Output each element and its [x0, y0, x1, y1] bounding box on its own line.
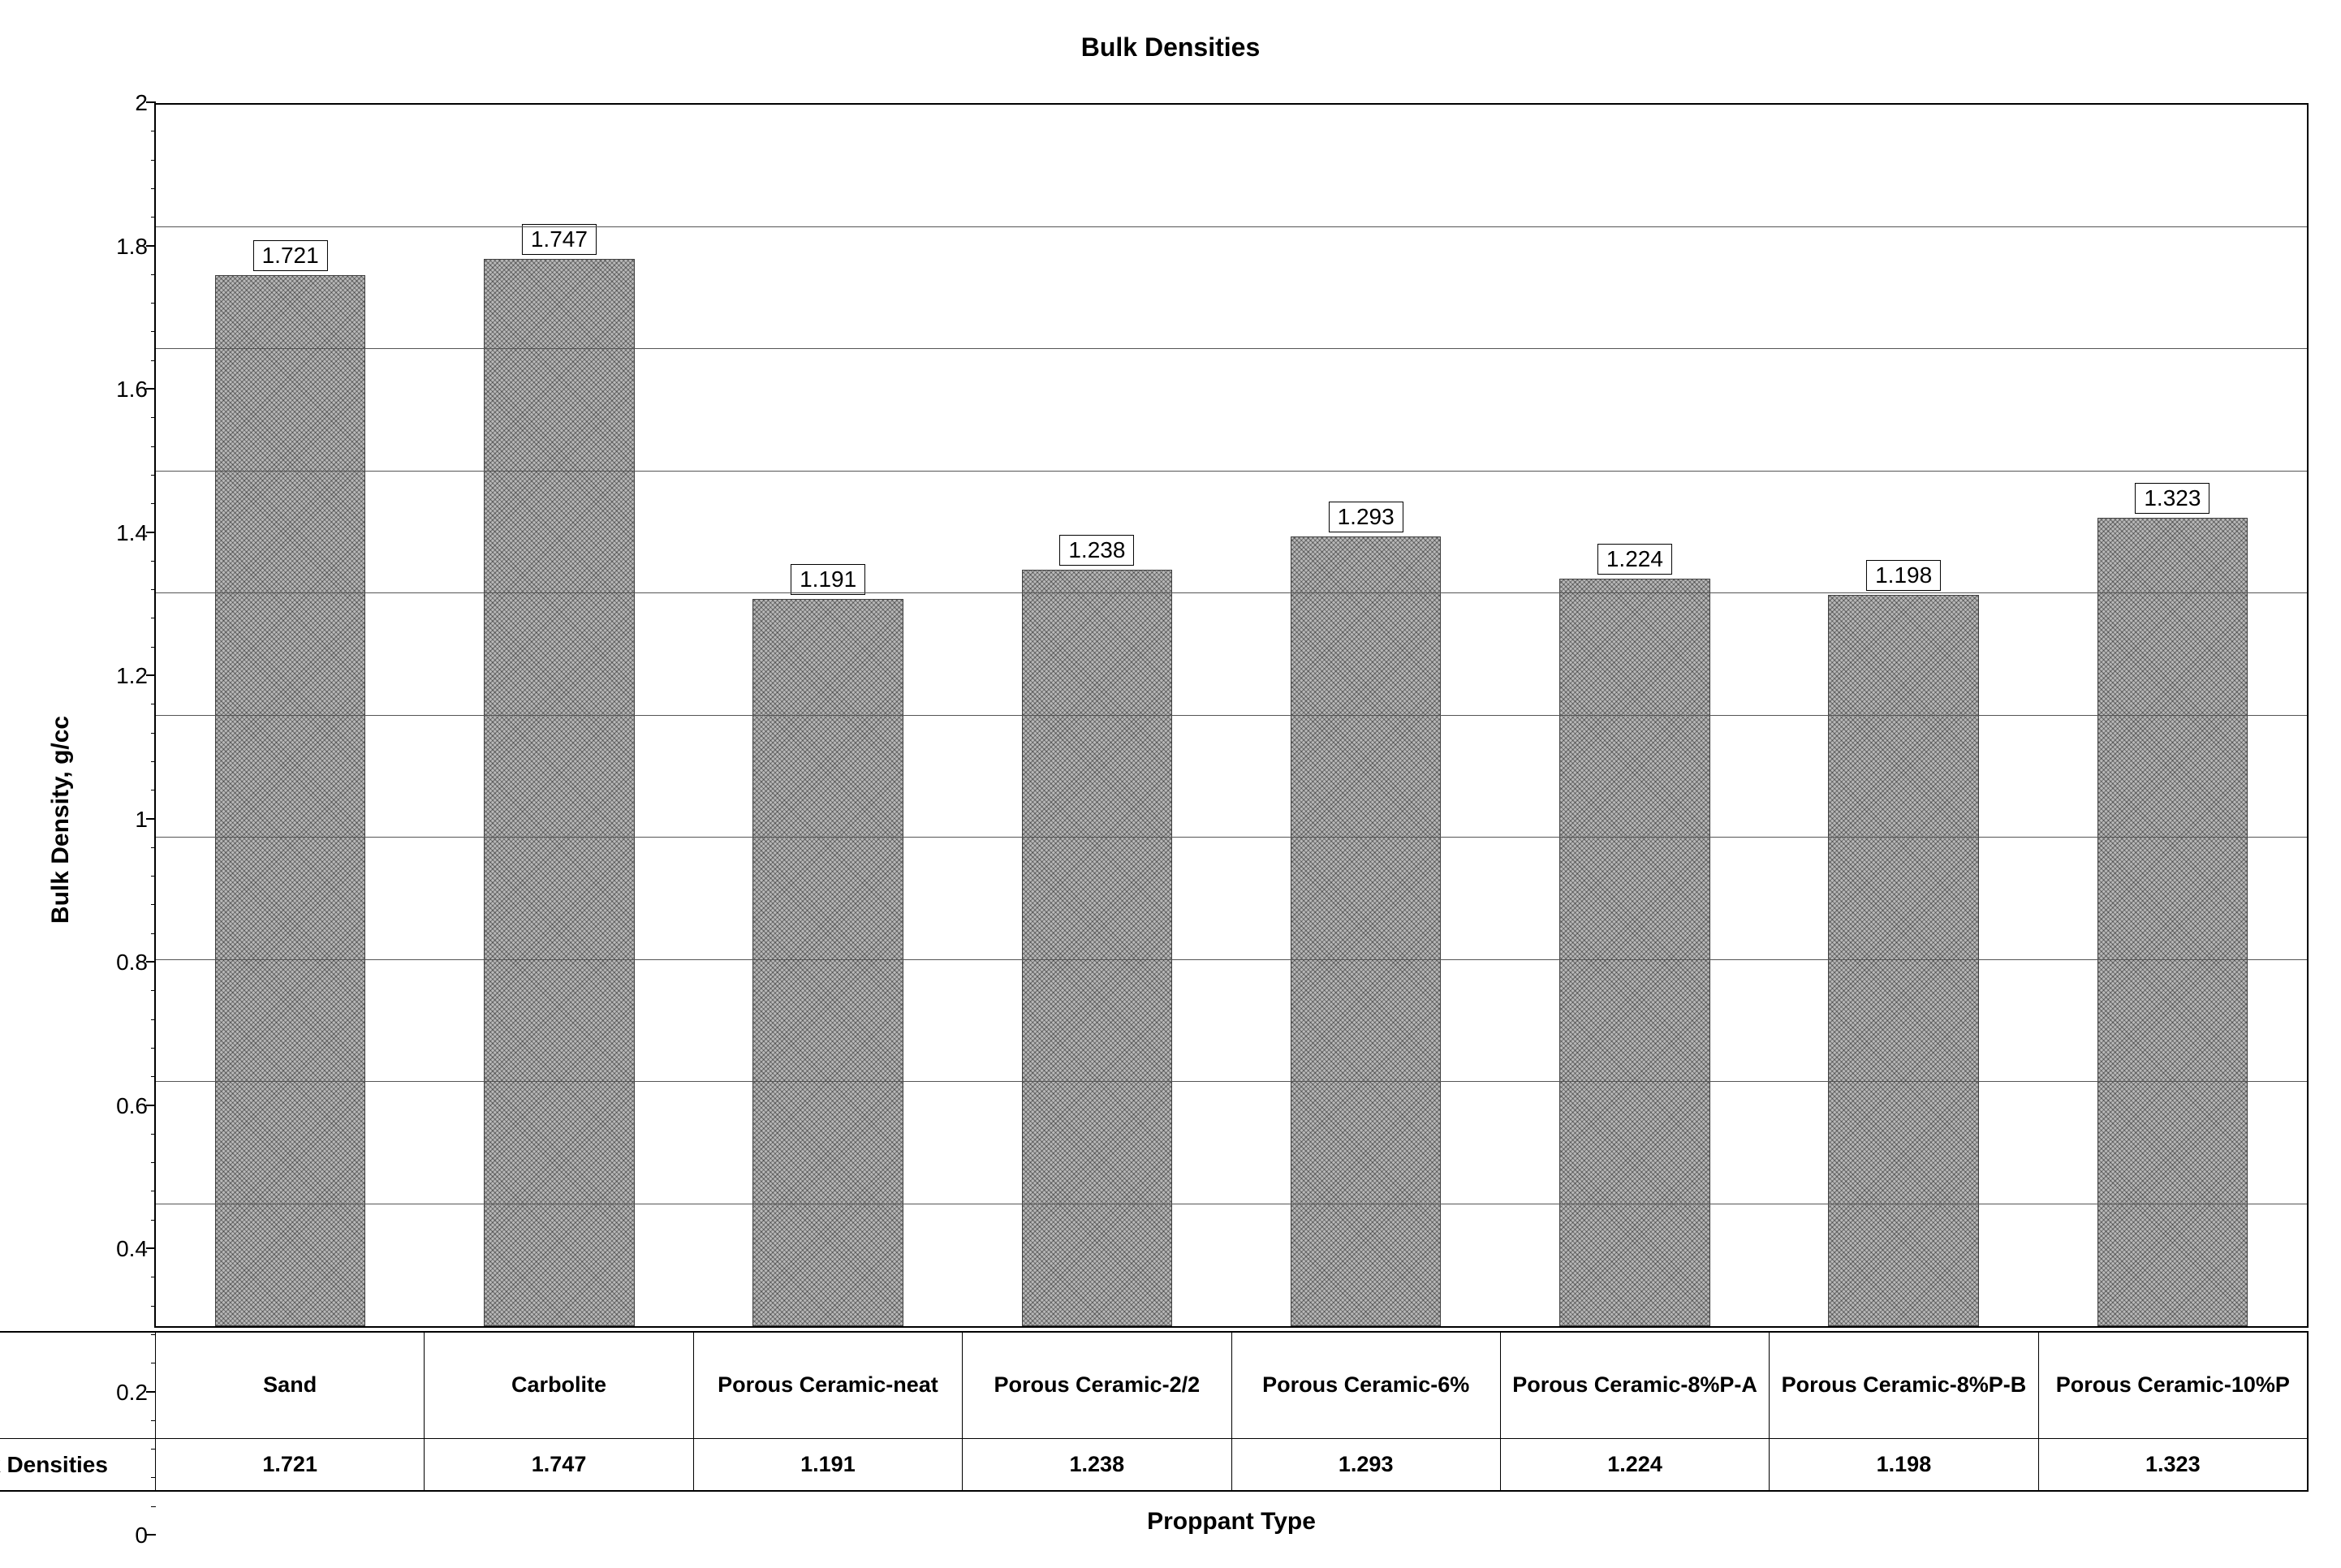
gridline: [156, 959, 2307, 960]
bar-cell: 1.721: [156, 105, 425, 1326]
value-cell: 1.323: [2038, 1438, 2307, 1490]
chart-container: Bulk Densities Bulk Density, g/cc 00.20.…: [32, 32, 2309, 1536]
bar: 1.323: [2097, 518, 2248, 1326]
value-row: Bulk Densities 1.7211.7471.1911.2381.293…: [0, 1438, 2307, 1490]
y-tick-label: 1.8: [116, 234, 148, 260]
y-tick-label: 0: [135, 1523, 148, 1549]
y-minor-tick: [151, 1477, 156, 1478]
data-table-wrap: SandCarbolitePorous Ceramic-neatPorous C…: [154, 1328, 2309, 1492]
y-tick-mark: [146, 1391, 156, 1393]
category-cell: Porous Ceramic-2/2: [962, 1333, 1231, 1438]
bar: 1.238: [1022, 570, 1173, 1326]
chart-body: Bulk Density, g/cc 00.20.40.60.811.21.41…: [32, 103, 2309, 1536]
category-cells: SandCarbolitePorous Ceramic-neatPorous C…: [156, 1333, 2307, 1438]
chart-title: Bulk Densities: [32, 32, 2309, 62]
category-cell: Porous Ceramic-8%P-A: [1500, 1333, 1769, 1438]
y-tick-label: 2: [135, 90, 148, 116]
bar: 1.191: [752, 599, 903, 1326]
value-cell: 1.747: [424, 1438, 692, 1490]
category-cell: Porous Ceramic-8%P-B: [1769, 1333, 2037, 1438]
value-cell: 1.238: [962, 1438, 1231, 1490]
bar: 1.747: [484, 259, 635, 1326]
bar: 1.198: [1828, 595, 1979, 1326]
bar-cell: 1.238: [963, 105, 1231, 1326]
value-cell: 1.191: [693, 1438, 962, 1490]
bar-value-label: 1.191: [791, 564, 865, 595]
bar-cell: 1.198: [1770, 105, 2038, 1326]
y-tick-mark: [146, 1534, 156, 1536]
gridline: [156, 1081, 2307, 1082]
category-cell: Porous Ceramic-10%P: [2038, 1333, 2307, 1438]
y-minor-tick: [151, 1449, 156, 1450]
gridline: [156, 592, 2307, 593]
category-row: SandCarbolitePorous Ceramic-neatPorous C…: [0, 1333, 2307, 1438]
gridline: [156, 348, 2307, 349]
y-minor-tick: [151, 1420, 156, 1421]
value-cells: 1.7211.7471.1911.2381.2931.2241.1981.323: [156, 1438, 2307, 1490]
gridline: [156, 715, 2307, 716]
category-cell: Sand: [156, 1333, 424, 1438]
y-axis-label: Bulk Density, g/cc: [47, 715, 75, 923]
y-tick-label: 1.6: [116, 377, 148, 403]
value-cell: 1.224: [1500, 1438, 1769, 1490]
bar-cell: 1.293: [1231, 105, 1500, 1326]
category-cell: Carbolite: [424, 1333, 692, 1438]
y-tick-label: 1.2: [116, 663, 148, 689]
y-tick-label: 0.4: [116, 1236, 148, 1262]
plot-area: 1.721 1.747 1.191 1.238 1.293 1.224 1.198 1.323: [154, 103, 2309, 1328]
y-tick-label: 0.8: [116, 950, 148, 976]
bar-cell: 1.323: [2038, 105, 2307, 1326]
bars-row: 1.721 1.747 1.191 1.238 1.293 1.224 1.198 1.323: [156, 105, 2307, 1326]
category-cell: Porous Ceramic-neat: [693, 1333, 962, 1438]
y-axis: 00.20.40.60.811.21.41.61.82: [89, 103, 154, 1536]
bar-cell: 1.191: [694, 105, 963, 1326]
bar-value-label: 1.323: [2135, 483, 2210, 514]
y-tick-label: 1.4: [116, 520, 148, 546]
value-cell: 1.721: [156, 1438, 424, 1490]
y-minor-tick: [151, 1506, 156, 1507]
category-cell: Porous Ceramic-6%: [1231, 1333, 1500, 1438]
value-cell: 1.293: [1231, 1438, 1500, 1490]
value-cell: 1.198: [1769, 1438, 2037, 1490]
y-minor-tick: [151, 1334, 156, 1335]
bar-value-label: 1.747: [522, 224, 597, 255]
bar: 1.224: [1559, 579, 1710, 1326]
x-axis-label: Proppant Type: [154, 1508, 2309, 1536]
bar: 1.293: [1291, 536, 1442, 1326]
bar-cell: 1.747: [425, 105, 693, 1326]
bar-value-label: 1.721: [253, 240, 328, 271]
y-tick-label: 0.6: [116, 1093, 148, 1119]
y-tick-label: 1: [135, 807, 148, 833]
gridline: [156, 837, 2307, 838]
y-tick-label: 0.2: [116, 1380, 148, 1406]
bar-value-label: 1.293: [1329, 502, 1403, 532]
bar-value-label: 1.198: [1866, 560, 1941, 591]
gridline: [156, 226, 2307, 227]
gridline: [156, 471, 2307, 472]
bar-value-label: 1.224: [1597, 544, 1672, 575]
bar-cell: 1.224: [1500, 105, 1769, 1326]
bar: 1.721: [215, 275, 366, 1326]
data-table: SandCarbolitePorous Ceramic-neatPorous C…: [0, 1331, 2309, 1492]
bar-value-label: 1.238: [1059, 535, 1134, 566]
plot-column: 1.7211.7471.1911.2381.2931.2241.1981.323…: [154, 103, 2309, 1536]
y-axis-label-wrap: Bulk Density, g/cc: [32, 103, 89, 1536]
